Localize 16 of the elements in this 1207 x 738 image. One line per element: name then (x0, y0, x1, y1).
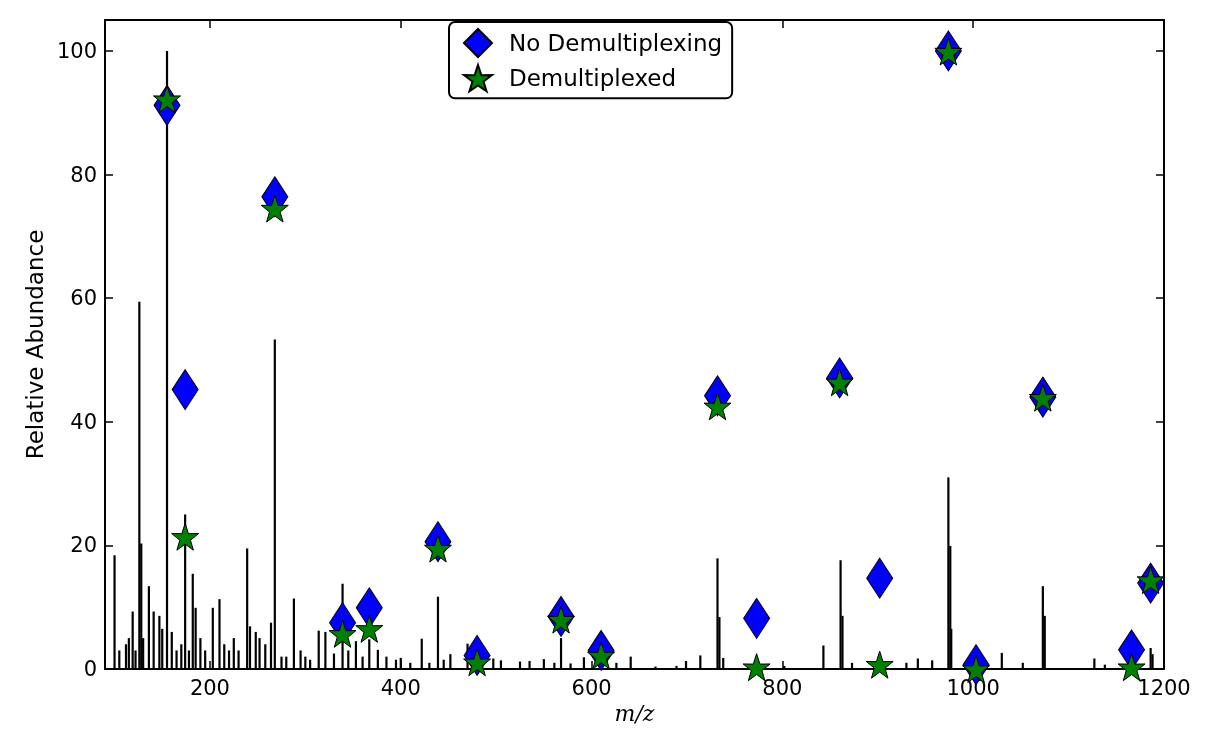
legend-label: Demultiplexed (509, 65, 677, 92)
x-tick-label: 1000 (946, 675, 1000, 700)
x-tick-label: 800 (762, 675, 803, 700)
y-tick-label: 20 (70, 533, 97, 558)
x-axis-title: m/z (614, 701, 655, 727)
legend-label: No Demultiplexing (509, 30, 723, 56)
y-tick-label: 0 (83, 657, 97, 681)
y-tick-label: 100 (56, 38, 97, 63)
x-tick-label: 400 (380, 675, 421, 700)
x-tick-label: 1200 (1137, 675, 1191, 700)
y-tick-label: 60 (70, 286, 97, 311)
y-tick-label: 80 (70, 162, 97, 187)
x-tick-label: 200 (189, 675, 230, 700)
y-axis-title: Relative Abundance (21, 229, 48, 460)
x-tick-label: 600 (571, 675, 612, 700)
y-tick-label: 40 (70, 409, 97, 434)
